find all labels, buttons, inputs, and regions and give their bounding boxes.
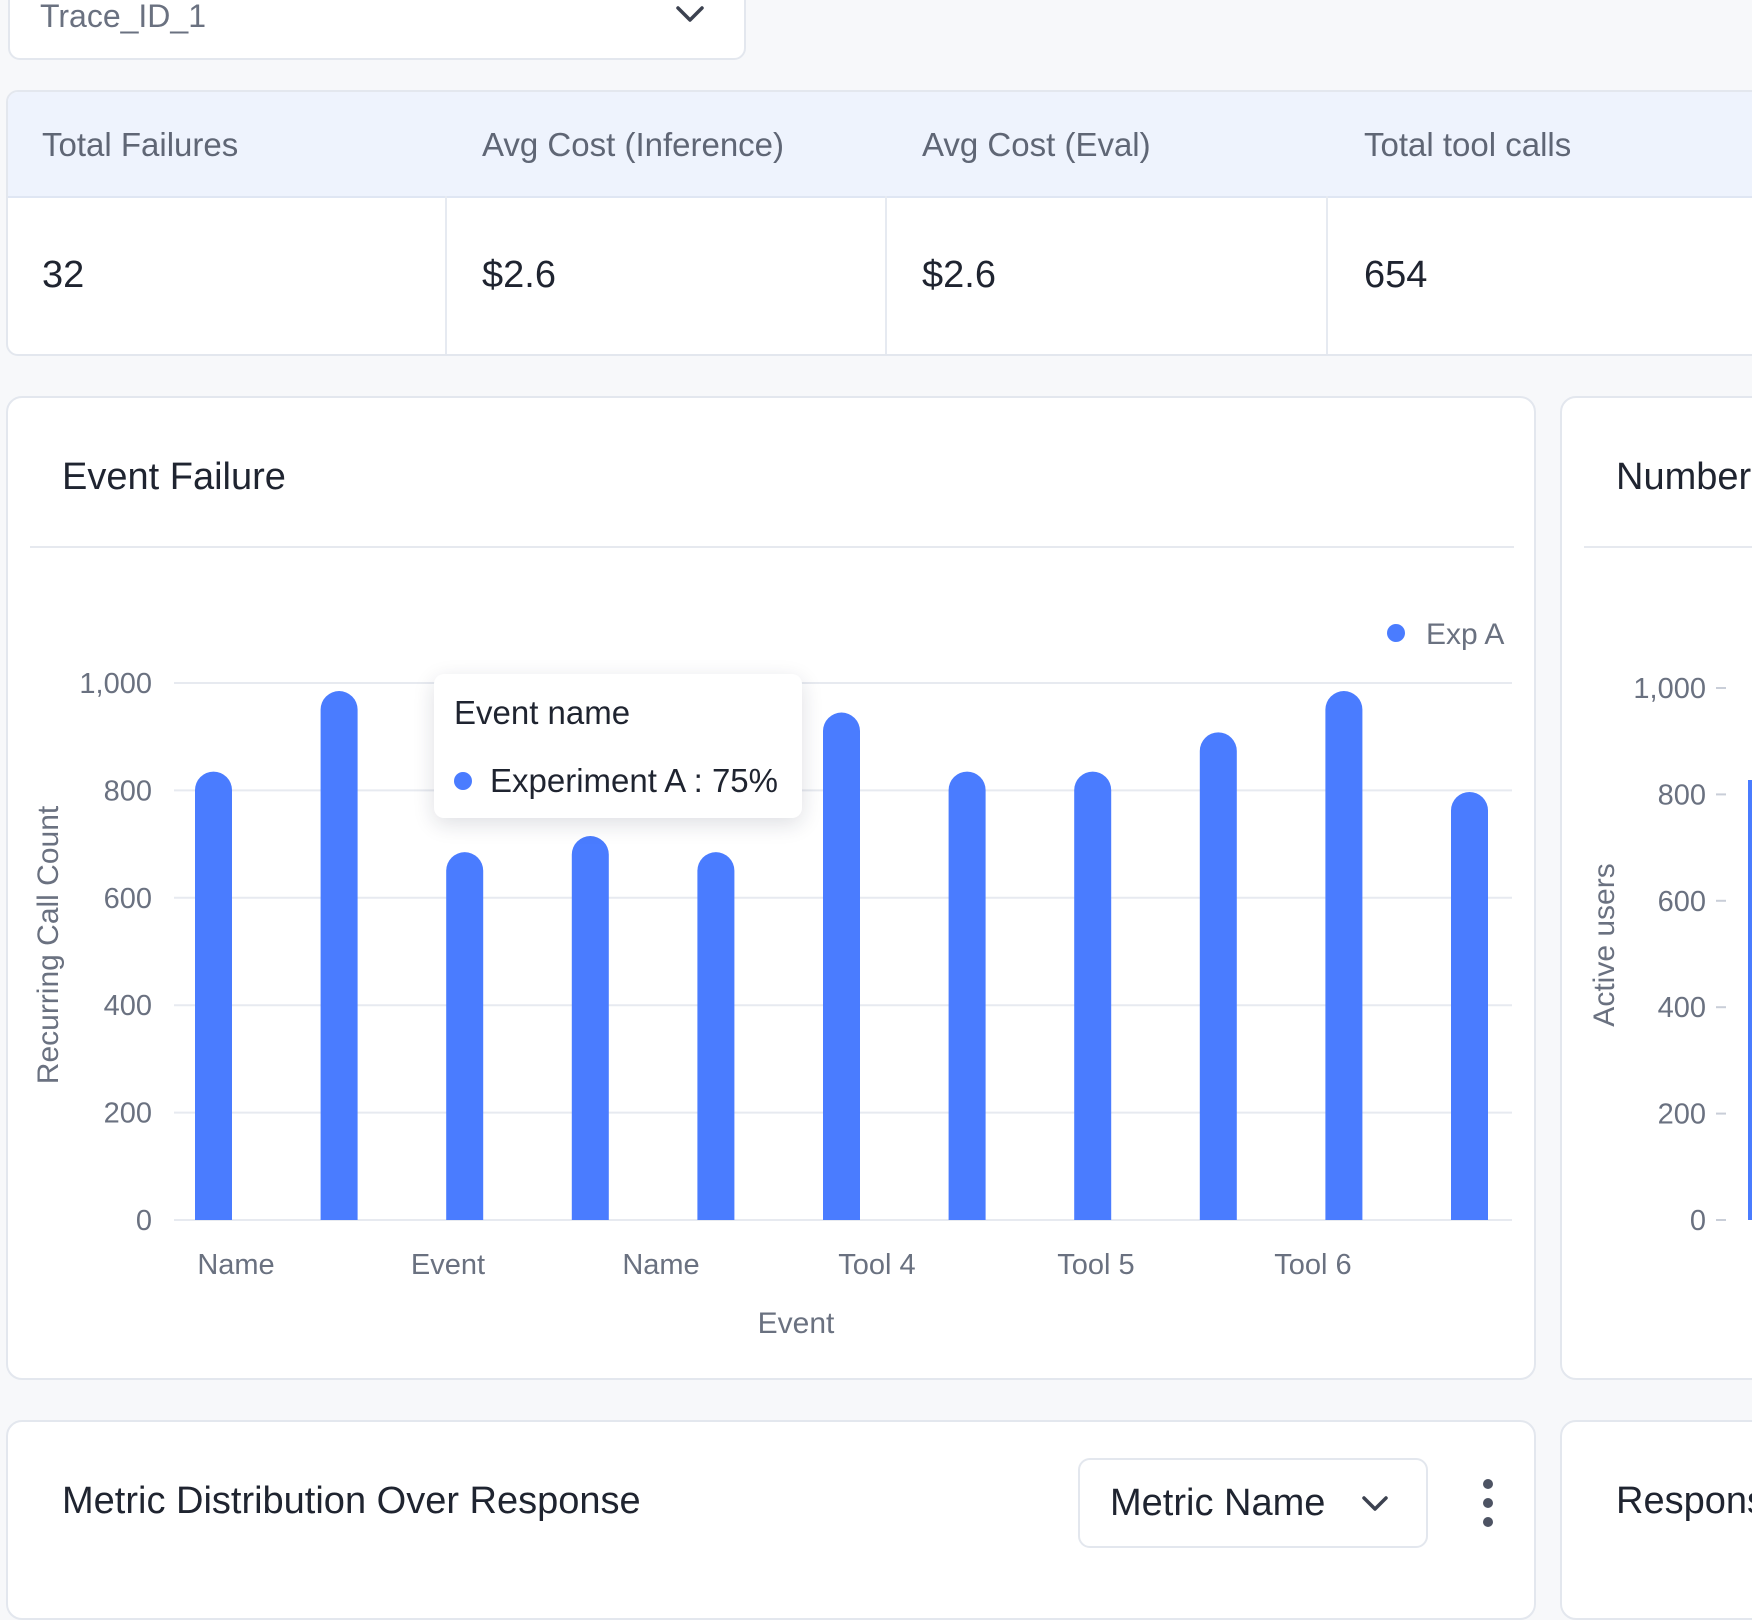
metric-name-select[interactable]: Metric Name bbox=[1078, 1458, 1428, 1548]
tooltip-row: Experiment A : 75% bbox=[490, 762, 778, 799]
x-tick-label: Name bbox=[197, 1249, 274, 1281]
metric-distribution-title: Metric Distribution Over Response bbox=[62, 1480, 641, 1522]
bar[interactable] bbox=[1074, 771, 1112, 1220]
stats-header-row bbox=[8, 92, 1752, 198]
x-tick-label: Event bbox=[411, 1249, 485, 1281]
event-failure-card: Event Failure bbox=[6, 396, 1536, 1380]
event-failure-chart: 0 200 400 600 800 1,000 Name Event Name Tool 4 To… bbox=[32, 618, 1512, 1340]
y-axis-ticks: 0 200 400 600 800 1,000 bbox=[79, 668, 152, 1237]
x-axis-title: Event bbox=[758, 1307, 835, 1340]
stat-value-total-tool-calls: 654 bbox=[1364, 254, 1428, 296]
metric-select-value: Metric Name bbox=[1110, 1482, 1326, 1524]
chevron-down-icon bbox=[676, 6, 704, 22]
bar-tooltip: Event name Experiment A : 75% bbox=[434, 674, 802, 818]
stat-value-total-failures: 32 bbox=[42, 254, 85, 296]
y-tick-label: 0 bbox=[136, 1205, 152, 1237]
stat-divider bbox=[1326, 196, 1328, 354]
y-tick-label: 600 bbox=[104, 883, 152, 915]
bar[interactable] bbox=[823, 712, 860, 1220]
stats-table: Total Failures Avg Cost (Inference) Avg … bbox=[6, 90, 1752, 356]
kebab-menu-icon[interactable] bbox=[1476, 1478, 1500, 1528]
trace-select[interactable]: Trace_ID_1 bbox=[8, 0, 746, 60]
stat-divider bbox=[885, 196, 887, 354]
stat-header-avg-cost-eval: Avg Cost (Eval) bbox=[922, 126, 1151, 163]
y-tick-label: 800 bbox=[104, 775, 152, 807]
tooltip-dot-icon bbox=[454, 772, 472, 790]
bar[interactable] bbox=[195, 771, 232, 1220]
bar[interactable] bbox=[1451, 792, 1488, 1220]
x-axis-ticks: Name Event Name Tool 4 Tool 5 Tool 6 bbox=[197, 1249, 1351, 1281]
tooltip-title: Event name bbox=[454, 694, 631, 731]
response-title: Respons bbox=[1616, 1480, 1752, 1522]
x-tick-label: Tool 4 bbox=[838, 1249, 915, 1281]
bar[interactable] bbox=[446, 852, 484, 1220]
legend-swatch bbox=[1387, 624, 1405, 642]
stat-header-total-tool-calls: Total tool calls bbox=[1364, 126, 1572, 163]
y-tick-label: 400 bbox=[104, 990, 152, 1022]
card-title-divider bbox=[1584, 546, 1752, 548]
y-tick-label: 200 bbox=[104, 1098, 152, 1130]
chart-bars bbox=[195, 691, 1488, 1220]
stat-header-avg-cost-inference: Avg Cost (Inference) bbox=[482, 126, 785, 163]
event-failure-title: Event Failure bbox=[62, 456, 286, 498]
bar[interactable] bbox=[320, 691, 358, 1220]
y-axis-title: Recurring Call Count bbox=[32, 805, 65, 1084]
y-tick-label: 1,000 bbox=[79, 668, 152, 700]
bar[interactable] bbox=[1199, 732, 1237, 1220]
response-card: Respons bbox=[1560, 1420, 1752, 1620]
bar[interactable] bbox=[1325, 691, 1363, 1220]
stat-value-avg-cost-inference: $2.6 bbox=[482, 254, 556, 296]
trace-select-value: Trace_ID_1 bbox=[40, 0, 206, 34]
stat-divider bbox=[445, 196, 447, 354]
x-tick-label: Tool 6 bbox=[1274, 1249, 1351, 1281]
stat-value-avg-cost-eval: $2.6 bbox=[922, 254, 996, 296]
bar[interactable] bbox=[571, 836, 609, 1220]
chevron-down-icon bbox=[1362, 1496, 1388, 1511]
legend-label[interactable]: Exp A bbox=[1426, 618, 1504, 651]
bar[interactable] bbox=[948, 771, 986, 1220]
active-users-card: Number bbox=[1560, 396, 1752, 1380]
active-users-title: Number bbox=[1616, 456, 1752, 498]
stat-header-total-failures: Total Failures bbox=[42, 126, 239, 163]
x-tick-label: Tool 5 bbox=[1057, 1249, 1134, 1281]
card-title-divider bbox=[30, 546, 1514, 548]
x-tick-label: Name bbox=[622, 1249, 699, 1281]
bar[interactable] bbox=[697, 852, 735, 1220]
